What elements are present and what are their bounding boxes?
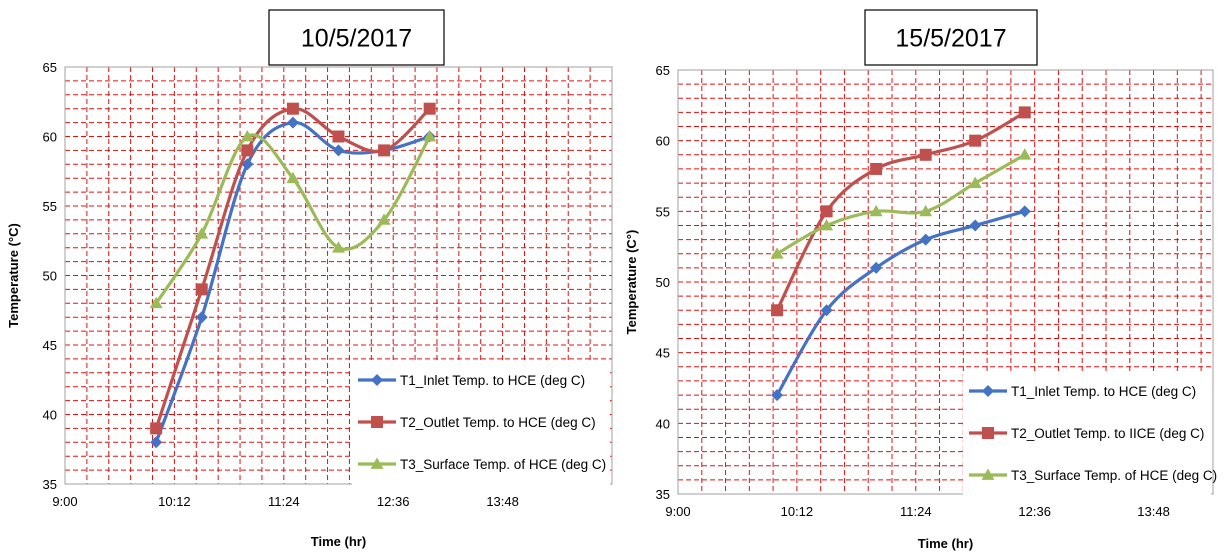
data-point (919, 204, 933, 217)
x-tick-label: 11:24 (900, 504, 932, 519)
legend-label: T3_Surface Temp. of HCE (deg C) (400, 457, 606, 472)
series-1 (771, 205, 1031, 402)
data-point (241, 144, 254, 157)
chart-title-box (864, 9, 1038, 66)
data-point (870, 162, 883, 175)
legend-marker (371, 374, 383, 386)
y-tick-label: 60 (656, 134, 670, 149)
y-tick-label: 65 (656, 63, 670, 78)
y-tick-label: 50 (656, 275, 670, 290)
data-point (969, 219, 982, 232)
chart-title: 10/5/2017 (301, 25, 412, 53)
data-point (1018, 205, 1031, 218)
chart-1: 35 40 45 50 55 60 65 9:00 10:12 11:24 12:36 13:48 Ti… (6, 9, 613, 549)
x-tick-label: 12:36 (1018, 504, 1051, 519)
data-point (771, 304, 784, 317)
y-tick-label: 40 (43, 408, 57, 423)
y-tick-label: 55 (656, 204, 670, 219)
y-tick-label: 60 (43, 130, 57, 145)
data-point (286, 116, 299, 129)
legend-marker (371, 416, 383, 428)
y-axis-label: Temperature (°C) (6, 223, 21, 328)
y-tick-label: 65 (43, 60, 57, 75)
data-point (195, 311, 208, 324)
data-point (195, 283, 208, 296)
data-point (332, 241, 345, 253)
y-tick-label: 35 (43, 477, 57, 492)
data-point (240, 130, 254, 142)
x-tick-label: 10:12 (158, 494, 191, 509)
legend-marker (982, 385, 994, 397)
data-point (332, 144, 345, 157)
x-axis-label: Time (hr) (311, 534, 366, 549)
y-tick-label: 35 (656, 487, 670, 502)
x-tick-label: 10:12 (781, 504, 814, 519)
data-point (869, 204, 883, 217)
x-tick-label: 13:48 (1137, 504, 1170, 519)
plot-border (64, 66, 613, 485)
legend: T1_Inlet Temp. to HCE (deg C) T2_Outlet T… (963, 373, 1217, 503)
x-axis-label: Time (hr) (918, 536, 973, 551)
data-point (150, 422, 163, 435)
series-2 (771, 106, 1031, 317)
chart-2: 35 40 45 50 55 60 65 9:00 10:12 11:24 12:36 13:48 Ti… (624, 9, 1217, 551)
legend: T1_Inlet Temp. to HCE (deg C) T2_Outlet T… (352, 362, 610, 492)
data-point (332, 130, 345, 143)
x-tick-label: 13:48 (486, 494, 519, 509)
data-point (195, 227, 209, 239)
data-point (1018, 148, 1032, 160)
legend-label: T2_Outlet Temp. to IICE (deg C) (1011, 426, 1204, 441)
data-point (286, 102, 299, 115)
data-point (820, 205, 833, 218)
data-point (968, 176, 982, 188)
chart-title-box (268, 9, 445, 66)
plot-border (677, 69, 1214, 495)
y-tick-label: 45 (656, 346, 670, 361)
legend-box (963, 373, 1211, 503)
data-point (149, 296, 163, 309)
data-point (919, 148, 932, 161)
data-point (377, 213, 391, 225)
data-point (241, 158, 254, 171)
data-point (771, 389, 784, 402)
y-tick-label: 55 (43, 199, 57, 214)
y-tick-label: 40 (656, 416, 670, 431)
legend-label: T2_Outlet Temp. to HCE (deg C) (400, 415, 596, 430)
series-2 (150, 102, 436, 435)
data-point (969, 134, 982, 147)
x-tick-label: 9:00 (52, 494, 77, 509)
legend-label: T3_Surface Temp. of HCE (deg C) (1011, 468, 1217, 483)
data-point (870, 261, 883, 274)
legend-marker (981, 468, 995, 480)
x-tick-label: 11:24 (268, 494, 300, 509)
data-point (770, 247, 784, 259)
data-point (378, 144, 391, 157)
data-point (423, 130, 437, 142)
y-tick-label: 45 (43, 338, 57, 353)
data-point (1018, 106, 1031, 119)
data-point (919, 233, 932, 246)
data-point (150, 436, 163, 449)
y-axis-label: Temperature (C°) (624, 230, 639, 335)
legend-label: T1_Inlet Temp. to HCE (deg C) (1011, 384, 1196, 399)
legend-label: T1_Inlet Temp. to HCE (deg C) (400, 373, 585, 388)
x-tick-label: 12:36 (377, 494, 410, 509)
series-3 (770, 148, 1032, 259)
legend-box (352, 362, 610, 492)
data-point (423, 102, 436, 115)
data-point (820, 218, 834, 231)
series-3 (149, 130, 437, 309)
legend-marker (982, 427, 994, 439)
legend-marker (370, 457, 384, 469)
chart-title: 15/5/2017 (895, 25, 1006, 53)
x-tick-label: 9:00 (665, 504, 690, 519)
data-point (820, 304, 833, 317)
y-tick-label: 50 (43, 269, 57, 284)
data-point (286, 171, 300, 184)
